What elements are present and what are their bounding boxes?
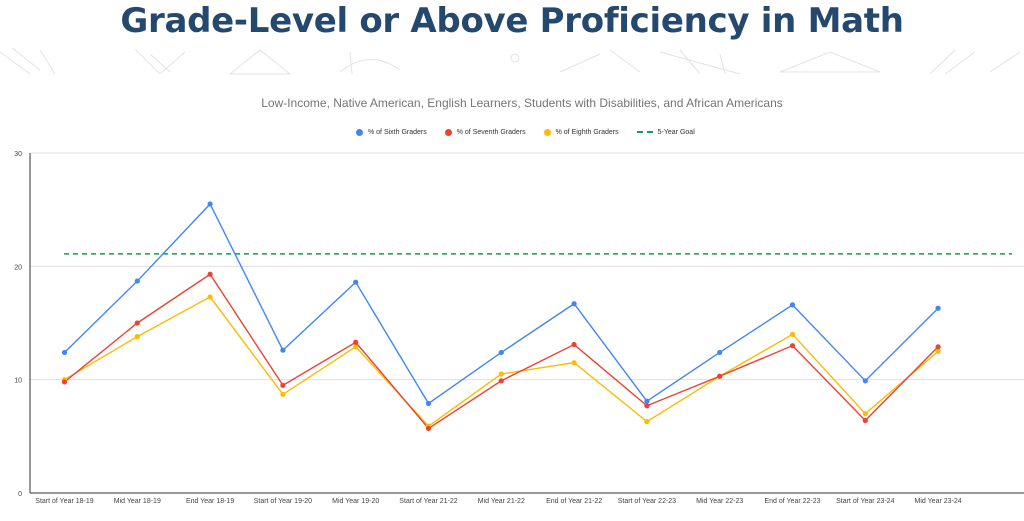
x-tick-label: Mid Year 23-24 (915, 498, 962, 505)
x-tick-label: Start of Year 18-19 (35, 498, 93, 505)
data-point-seventh-graders (207, 271, 213, 277)
page-title: Grade-Level or Above Proficiency in Math (120, 1, 904, 41)
chart-legend: % of Sixth Graders % of Seventh Graders … (356, 125, 713, 139)
data-point-sixth-graders (425, 400, 432, 407)
x-tick-label: Start of Year 22-23 (618, 498, 676, 505)
x-tick-label: Start of Year 19-20 (254, 498, 312, 505)
data-point-seventh-graders (425, 425, 432, 431)
legend-label-seventh-graders: % of Seventh Graders (456, 128, 526, 136)
chart-subtitle: Low-Income, Native American, English Lea… (261, 96, 783, 110)
data-point-eighth-graders (207, 294, 213, 300)
data-point-eighth-graders (789, 331, 796, 337)
data-point-sixth-graders (280, 347, 286, 353)
data-point-sixth-graders (862, 378, 868, 384)
y-tick-label: 20 (14, 264, 22, 271)
legend-marker-five-year-goal (636, 131, 653, 133)
data-point-sixth-graders (717, 349, 723, 356)
x-tick-label: Start of Year 21-22 (399, 498, 457, 505)
data-point-eighth-graders (862, 411, 868, 417)
data-point-seventh-graders (353, 339, 359, 345)
data-point-eighth-graders (644, 419, 650, 425)
data-point-eighth-graders (498, 371, 504, 377)
legend-item-eighth-graders: % of Eighth Graders (543, 128, 619, 136)
x-tick-label: Mid Year 18-19 (114, 498, 161, 505)
x-tick-label: Mid Year 22-23 (696, 498, 743, 505)
data-point-seventh-graders (644, 403, 650, 409)
legend-item-five-year-goal: 5-Year Goal (636, 128, 695, 136)
data-point-eighth-graders (571, 360, 577, 366)
data-point-sixth-graders (789, 302, 796, 308)
data-point-seventh-graders (280, 382, 286, 388)
data-point-sixth-graders (498, 349, 504, 356)
legend-item-sixth-graders: % of Sixth Graders (356, 128, 427, 136)
data-point-seventh-graders (789, 343, 796, 349)
data-point-seventh-graders (935, 344, 941, 350)
x-tick-label: Start of Year 23-24 (836, 498, 894, 505)
data-point-seventh-graders (717, 373, 723, 379)
data-point-eighth-graders (935, 348, 941, 354)
x-tick-label: End Year 18-19 (186, 498, 234, 505)
y-tick-label: 30 (14, 151, 22, 158)
data-point-sixth-graders (571, 301, 577, 307)
y-tick-label: 10 (14, 378, 22, 385)
data-point-sixth-graders (134, 278, 140, 284)
x-tick-label: End of Year 21-22 (546, 498, 602, 505)
x-tick-label: Mid Year 19-20 (332, 498, 379, 505)
data-point-seventh-graders (498, 378, 504, 384)
legend-label-sixth-graders: % of Sixth Graders (368, 128, 427, 136)
line-chart: 0 10 20 30 Start of Year 18-19 Mid Year 18-19… (14, 151, 1024, 505)
data-point-eighth-graders (280, 391, 286, 397)
legend-label-eighth-graders: % of Eighth Graders (555, 128, 619, 136)
legend-marker-eighth-graders (543, 128, 551, 136)
data-point-seventh-graders (571, 341, 577, 348)
legend-marker-seventh-graders (444, 128, 452, 136)
data-point-eighth-graders (353, 344, 359, 350)
legend-item-seventh-graders: % of Seventh Graders (444, 128, 526, 136)
decorative-math-sketch-background (0, 47, 1021, 75)
data-point-sixth-graders (353, 279, 359, 285)
legend-marker-sixth-graders (356, 128, 363, 136)
data-point-sixth-graders (935, 305, 941, 311)
data-point-sixth-graders (61, 349, 68, 356)
x-tick-label: Mid Year 21-22 (478, 498, 525, 505)
title-banner: Grade-Level or Above Proficiency in Math (0, 0, 1024, 80)
data-point-sixth-graders (207, 201, 213, 207)
y-tick-label: 0 (18, 491, 22, 498)
data-point-seventh-graders (862, 417, 868, 424)
data-point-eighth-graders (134, 334, 140, 340)
data-point-seventh-graders (61, 379, 68, 385)
data-point-seventh-graders (134, 320, 140, 326)
data-point-sixth-graders (644, 398, 650, 404)
x-tick-label: End of Year 22-23 (764, 498, 820, 505)
legend-label-five-year-goal: 5-Year Goal (657, 128, 695, 136)
